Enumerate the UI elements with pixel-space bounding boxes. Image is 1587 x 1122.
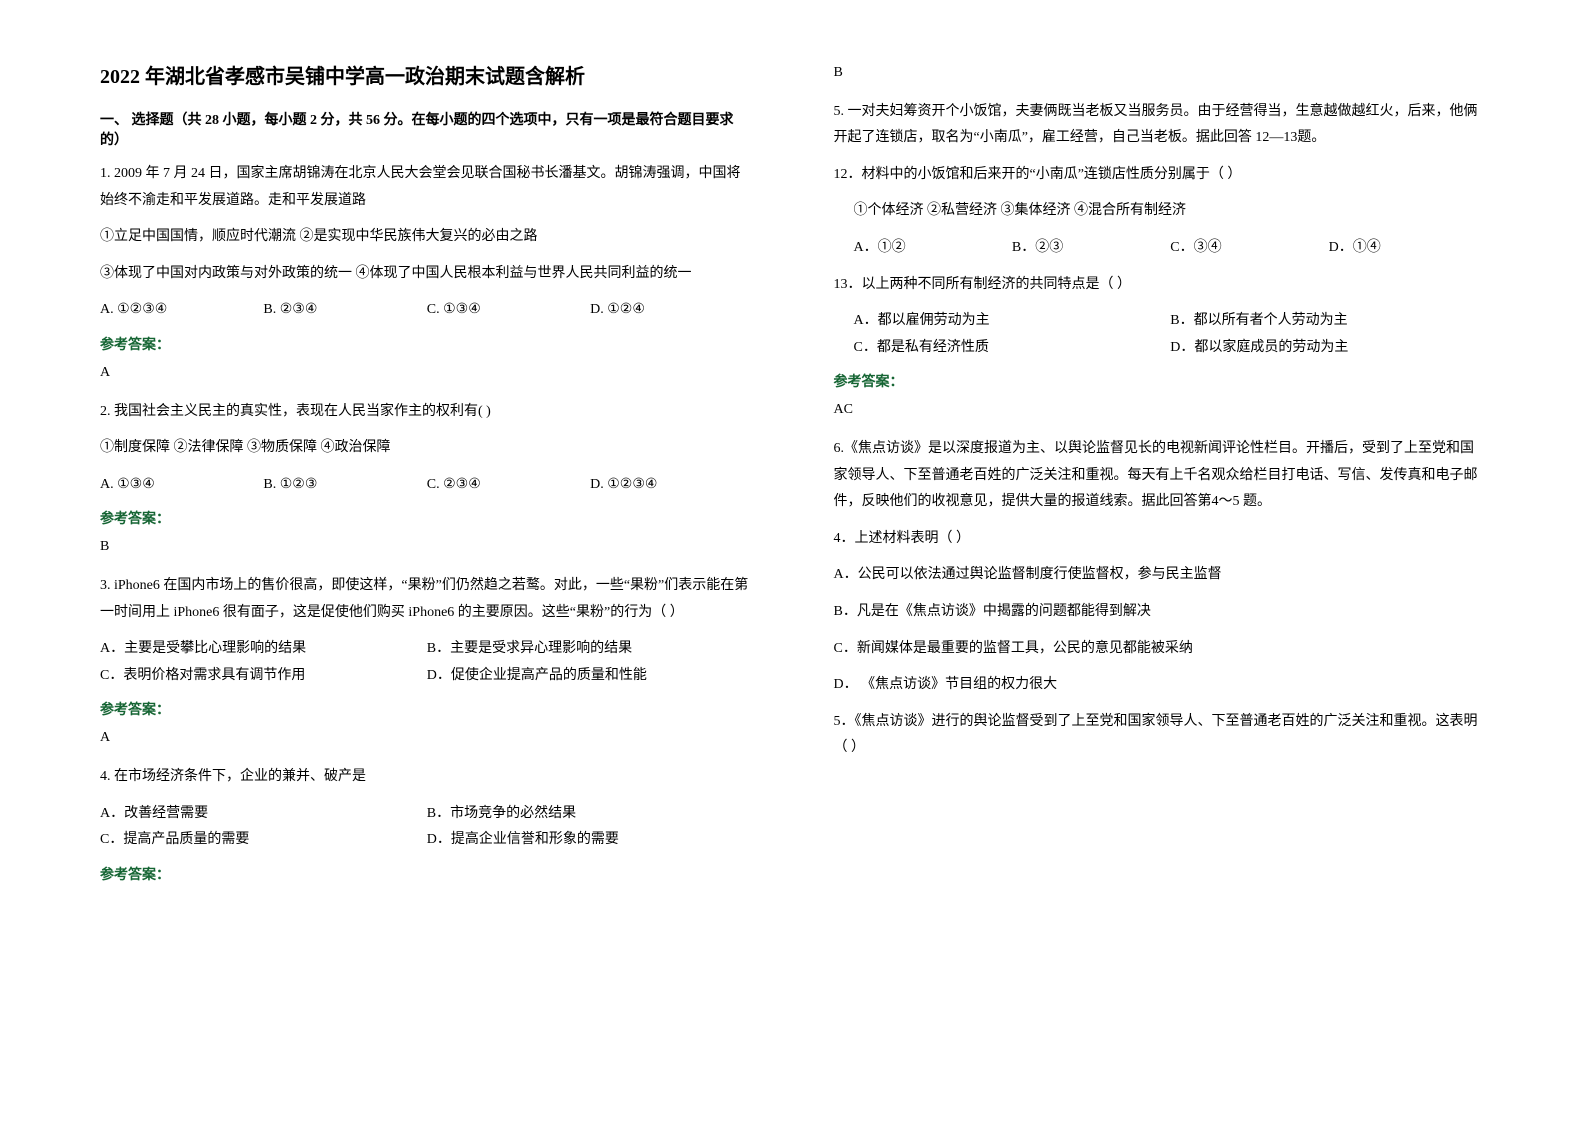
q4-stem: 4. 在市场经济条件下，企业的兼并、破产是 [100,764,754,791]
q6-4-opt-d: D． 《焦点访谈》节目组的权力很大 [834,672,1488,699]
q1-stem: 1. 2009 年 7 月 24 日，国家主席胡锦涛在北京人民大会堂会见联合国秘… [100,161,754,214]
q2-opt-d: D. ①②③④ [590,472,753,499]
q3-answer: A [100,725,754,752]
q6-4-opt-b: B．凡是在《焦点访谈》中揭露的问题都能得到解决 [834,599,1488,626]
q3-options: A．主要是受攀比心理影响的结果 B．主要是受求异心理影响的结果 C．表明价格对需… [100,636,754,689]
left-column: 2022 年湖北省孝感市吴铺中学高一政治期末试题含解析 一、 选择题（共 28 … [80,60,794,1062]
q4-opt-c: C．提高产品质量的需要 [100,827,427,854]
q3-opt-a: A．主要是受攀比心理影响的结果 [100,636,427,663]
document-title: 2022 年湖北省孝感市吴铺中学高一政治期末试题含解析 [100,60,754,89]
answer-label: 参考答案： [100,699,754,719]
q6-4-opt-c: C．新闻媒体是最重要的监督工具，公民的意见都能被采纳 [834,636,1488,663]
q12-opt-c: C．③④ [1170,235,1328,262]
q3-opt-b: B．主要是受求异心理影响的结果 [427,636,754,663]
q13-opt-b: B．都以所有者个人劳动为主 [1170,308,1487,335]
q5-answer: AC [834,397,1488,424]
q4-opt-b: B．市场竞争的必然结果 [427,801,754,828]
q13-opt-d: D．都以家庭成员的劳动为主 [1170,335,1487,362]
q12-opt-d: D．①④ [1329,235,1487,262]
q2-opt-b: B. ①②③ [263,472,426,499]
q1-opt-d: D. ①②④ [590,297,753,324]
q6-4-stem: 4．上述材料表明（ ） [834,526,1488,553]
answer-label: 参考答案： [100,334,754,354]
q12-statements: ①个体经济 ②私营经济 ③集体经济 ④混合所有制经济 [834,198,1488,225]
q4-opt-d: D．提高企业信誉和形象的需要 [427,827,754,854]
q2-statements: ①制度保障 ②法律保障 ③物质保障 ④政治保障 [100,435,754,462]
answer-label: 参考答案： [100,864,754,884]
q2-options: A. ①③④ B. ①②③ C. ②③④ D. ①②③④ [100,472,754,499]
q2-opt-a: A. ①③④ [100,472,263,499]
q13-opt-c: C．都是私有经济性质 [854,335,1171,362]
q13-stem: 13．以上两种不同所有制经济的共同特点是（ ） [834,272,1488,299]
q4-opt-a: A．改善经营需要 [100,801,427,828]
q6-5-stem: 5．《焦点访谈》进行的舆论监督受到了上至党和国家领导人、下至普通老百姓的广泛关注… [834,709,1488,762]
q1-opt-b: B. ②③④ [263,297,426,324]
q4-answer: B [834,60,1488,87]
q2-opt-c: C. ②③④ [427,472,590,499]
q1-opt-c: C. ①③④ [427,297,590,324]
q3-opt-c: C．表明价格对需求具有调节作用 [100,663,427,690]
section-header: 一、 选择题（共 28 小题，每小题 2 分，共 56 分。在每小题的四个选项中… [100,109,754,149]
q12-opt-a: A．①② [854,235,1012,262]
q1-options: A. ①②③④ B. ②③④ C. ①③④ D. ①②④ [100,297,754,324]
q1-opt-a: A. ①②③④ [100,297,263,324]
q6-intro: 6.《焦点访谈》是以深度报道为主、以舆论监督见长的电视新闻评论性栏目。开播后，受… [834,436,1488,516]
q1-answer: A [100,360,754,387]
answer-label: 参考答案： [834,371,1488,391]
q5-intro: 5. 一对夫妇筹资开个小饭馆，夫妻俩既当老板又当服务员。由于经营得当，生意越做越… [834,99,1488,152]
q12-stem: 12．材料中的小饭馆和后来开的“小南瓜”连锁店性质分别属于（ ） [834,162,1488,189]
q2-stem: 2. 我国社会主义民主的真实性，表现在人民当家作主的权利有( ) [100,399,754,426]
q1-statements-2: ③体现了中国对内政策与对外政策的统一 ④体现了中国人民根本利益与世界人民共同利益… [100,261,754,288]
answer-label: 参考答案： [100,508,754,528]
q12-options: A．①② B．②③ C．③④ D．①④ [834,235,1488,262]
q6-4-opt-a: A．公民可以依法通过舆论监督制度行使监督权，参与民主监督 [834,562,1488,589]
q3-opt-d: D．促使企业提高产品的质量和性能 [427,663,754,690]
right-column: B 5. 一对夫妇筹资开个小饭馆，夫妻俩既当老板又当服务员。由于经营得当，生意越… [794,60,1508,1062]
q12-opt-b: B．②③ [1012,235,1170,262]
q3-stem: 3. iPhone6 在国内市场上的售价很高，即使这样，“果粉”们仍然趋之若鹜。… [100,573,754,626]
q1-statements-1: ①立足中国国情，顺应时代潮流 ②是实现中华民族伟大复兴的必由之路 [100,224,754,251]
q13-options: A．都以雇佣劳动为主 B．都以所有者个人劳动为主 C．都是私有经济性质 D．都以… [834,308,1488,361]
q4-options: A．改善经营需要 B．市场竞争的必然结果 C．提高产品质量的需要 D．提高企业信… [100,801,754,854]
q2-answer: B [100,534,754,561]
q13-opt-a: A．都以雇佣劳动为主 [854,308,1171,335]
